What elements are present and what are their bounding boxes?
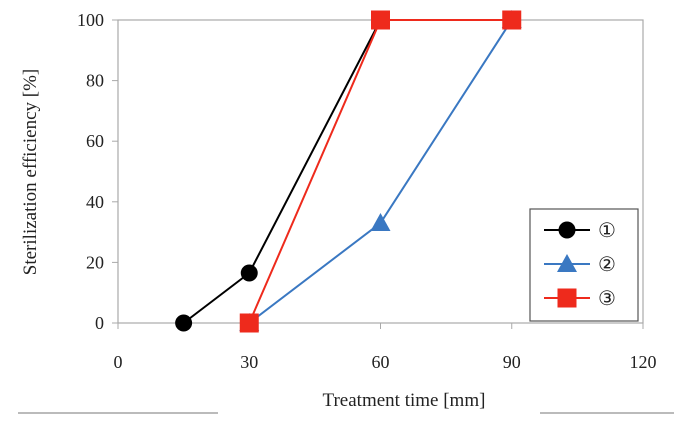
legend-marker (558, 221, 576, 239)
series-3 (239, 10, 522, 333)
series-line (183, 19, 382, 324)
y-tick-label: 40 (86, 192, 104, 212)
y-tick-label: 100 (77, 10, 104, 30)
legend-label: ① (598, 220, 616, 242)
y-tick-label: 80 (86, 71, 104, 91)
y-tick-label: 0 (95, 313, 104, 333)
x-tick-label: 30 (240, 352, 258, 372)
legend-marker (557, 288, 577, 308)
legend-marker (557, 254, 577, 272)
y-tick-label: 20 (86, 252, 104, 272)
y-tick-label: 60 (86, 131, 104, 151)
data-point (370, 213, 391, 232)
y-axis-title: Sterilization efficiency [%] (20, 69, 41, 275)
plot-axes: 0 20 40 60 80 100 0 30 60 90 120 (77, 10, 657, 372)
series-layer (175, 10, 522, 333)
legend-label: ③ (598, 288, 616, 310)
data-point (371, 10, 390, 30)
series-1 (175, 11, 389, 332)
legend: ① ② ③ (529, 208, 639, 322)
data-point (175, 314, 193, 332)
x-tick-label: 60 (372, 352, 390, 372)
series-line (248, 19, 513, 324)
data-point (240, 264, 258, 282)
x-tick-label: 90 (503, 352, 521, 372)
x-tick-label: 0 (114, 352, 123, 372)
series-2 (239, 10, 522, 331)
series-line (248, 19, 512, 324)
x-tick-label: 120 (630, 352, 657, 372)
data-point (502, 10, 522, 30)
legend-label: ② (598, 254, 616, 276)
data-point (239, 313, 259, 333)
x-axis-title: Treatment time [mm] (323, 390, 486, 411)
